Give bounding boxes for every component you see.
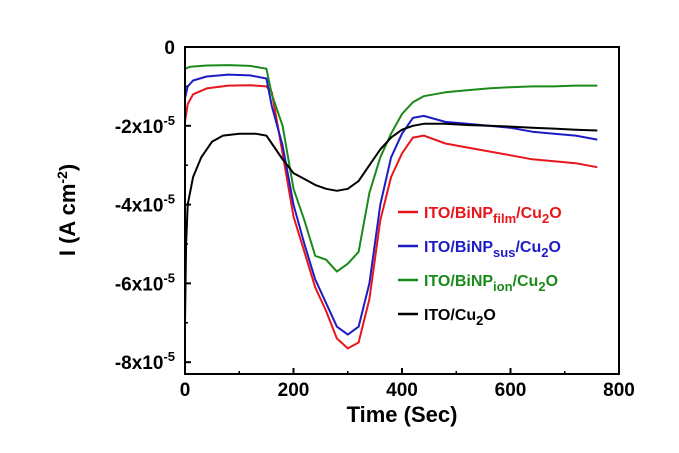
y-tick-label: 0 [164,38,175,59]
x-axis: 0 200 400 600 800 [180,368,635,401]
legend-label-1: ITO/BiNPsus/Cu2O [424,239,561,260]
y-axis-label-tail: ) [55,164,80,171]
legend: ITO/BiNPfilm/Cu2O ITO/BiNPsus/Cu2O ITO/BiN… [398,205,562,328]
y-tick-label: -6x10-5 [115,270,175,295]
y-axis-label: I (A cm-2) [54,164,80,256]
y-tick-label: -2x10-5 [115,113,175,138]
x-tick-label: 600 [495,380,527,401]
y-axis-label-sup: -2 [54,171,70,184]
x-tick-label: 200 [278,380,310,401]
legend-label-3: ITO/Cu2O [424,307,496,328]
x-tick-label: 400 [386,380,418,401]
legend-label-2: ITO/BiNPion/Cu2O [424,273,558,294]
x-tick-label: 800 [603,380,635,401]
y-tick-label: -4x10-5 [115,192,175,217]
series-line-0 [185,84,598,350]
x-axis-label: Time (Sec) [347,402,458,427]
y-tick-label: -8x10-5 [115,349,175,374]
x-tick-label: 0 [180,380,191,401]
legend-label-0: ITO/BiNPfilm/Cu2O [424,205,562,226]
series-layer [185,64,598,350]
series-line-2 [185,64,598,273]
y-axis: 0 -2x10-5 -4x10-5 -6x10-5 -8x10-5 [115,38,191,374]
series-line-3 [185,122,598,323]
y-axis-label-base: I (A cm [55,184,80,257]
